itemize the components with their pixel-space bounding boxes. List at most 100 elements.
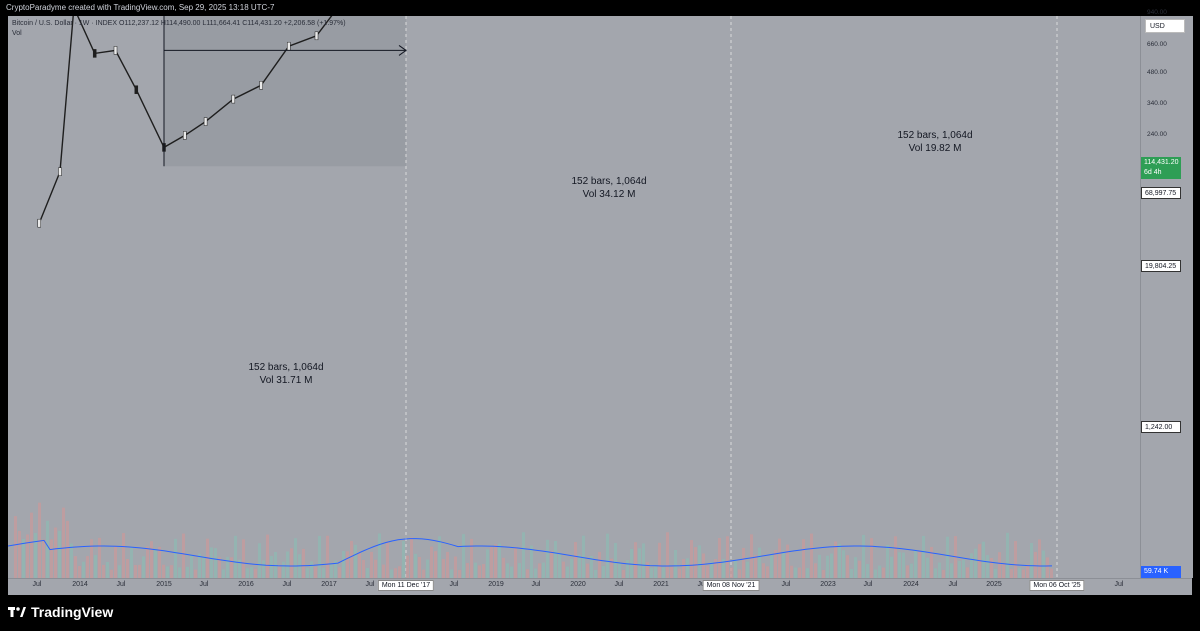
price-axis[interactable] bbox=[1140, 16, 1193, 578]
volume-bar bbox=[134, 564, 137, 578]
volume-bar bbox=[294, 538, 297, 578]
volume-bar bbox=[310, 561, 313, 578]
measure-annotation-1: 152 bars, 1,064d Vol 31.71 M bbox=[248, 361, 323, 387]
volume-bar bbox=[110, 569, 113, 578]
volume-bar bbox=[1018, 567, 1021, 578]
volume-bar bbox=[702, 553, 705, 578]
volume-bar bbox=[774, 549, 777, 578]
volume-bar bbox=[266, 534, 269, 578]
volume-bar bbox=[282, 561, 285, 578]
price-chart[interactable]: Bitcoin / U.S. Dollar · 1W · INDEX O112,… bbox=[8, 16, 1140, 578]
volume-bar bbox=[850, 568, 853, 578]
volume-bar bbox=[166, 566, 169, 578]
volume-bar bbox=[150, 541, 153, 578]
volume-bar bbox=[354, 544, 357, 578]
volume-bar bbox=[610, 558, 613, 578]
volume-bar bbox=[462, 534, 465, 578]
volume-bar bbox=[754, 554, 757, 578]
price-candle bbox=[314, 31, 319, 41]
volume-bar bbox=[1030, 542, 1033, 578]
volume-bar bbox=[778, 538, 781, 578]
time-axis[interactable]: Jul 2014 Jul 2015 Jul 2016 Jul 2017 Jul Jul 2019 Ju… bbox=[8, 578, 1192, 595]
volume-bar bbox=[562, 561, 565, 578]
currency-button[interactable]: USD bbox=[1145, 19, 1185, 33]
volume-bar bbox=[870, 538, 873, 578]
volume-bar bbox=[154, 549, 157, 578]
measure-vol-2: Vol 34.12 M bbox=[582, 189, 636, 200]
volume-bar bbox=[514, 547, 517, 578]
volume-bar bbox=[582, 535, 585, 578]
volume-bar bbox=[794, 567, 797, 578]
volume-bar bbox=[758, 547, 761, 578]
volume-bar bbox=[370, 551, 373, 578]
volume-bar bbox=[878, 565, 881, 578]
volume-bar bbox=[234, 535, 237, 578]
volume-bar bbox=[434, 551, 437, 578]
volume-bar bbox=[470, 538, 473, 578]
volume-bar bbox=[598, 551, 601, 578]
volume-bar bbox=[918, 551, 921, 578]
time-tick-label: 2015 bbox=[156, 581, 172, 588]
volume-bar bbox=[590, 555, 593, 578]
volume-bar bbox=[738, 569, 741, 578]
measure-bars-3: 152 bars, 1,064d bbox=[897, 130, 973, 141]
volume-bar bbox=[302, 548, 305, 578]
volume-bar bbox=[674, 549, 677, 578]
price-candle bbox=[92, 49, 97, 58]
volume-bar bbox=[746, 561, 749, 578]
time-tick-label: Jul bbox=[282, 581, 292, 588]
volume-bar bbox=[230, 557, 233, 578]
volume-bar bbox=[270, 555, 273, 578]
volume-bar bbox=[966, 567, 969, 578]
volume-bar bbox=[478, 565, 481, 578]
volume-bar bbox=[414, 553, 417, 578]
volume-bar bbox=[994, 568, 997, 578]
volume-bar bbox=[942, 569, 945, 578]
volume-bar bbox=[694, 547, 697, 578]
volume-bar bbox=[542, 562, 545, 578]
time-tick-label: 2020 bbox=[570, 581, 586, 588]
price-line bbox=[38, 16, 333, 224]
volume-bar bbox=[766, 566, 769, 578]
volume-bar bbox=[518, 563, 521, 578]
volume-bar bbox=[226, 556, 229, 578]
volume-bar bbox=[254, 568, 257, 578]
volume-bar bbox=[94, 555, 97, 578]
time-label-nov-2021: Mon 08 Nov '21 bbox=[702, 580, 760, 591]
level-label-68997: 68,997.75 bbox=[1141, 187, 1181, 199]
volume-bar bbox=[550, 551, 553, 578]
volume-bar bbox=[130, 547, 133, 578]
volume-bar bbox=[538, 563, 541, 578]
volume-bar bbox=[306, 567, 309, 578]
time-tick-label: 2014 bbox=[72, 581, 88, 588]
volume-bar bbox=[450, 569, 453, 578]
volume-bar bbox=[46, 520, 49, 578]
volume-bar bbox=[822, 569, 825, 578]
volume-bar bbox=[98, 537, 101, 578]
volume-bar bbox=[466, 563, 469, 578]
volume-bar bbox=[534, 568, 537, 578]
volume-bar bbox=[834, 541, 837, 578]
volume-bar bbox=[630, 548, 633, 578]
volume-bar bbox=[574, 542, 577, 578]
volume-bar bbox=[910, 563, 913, 578]
time-tick-label: 2019 bbox=[488, 581, 504, 588]
volume-bar bbox=[38, 502, 41, 578]
footer-brand-text: TradingView bbox=[31, 604, 114, 620]
price-candle bbox=[183, 131, 187, 140]
volume-bar bbox=[578, 554, 581, 578]
volume-bar bbox=[286, 551, 289, 578]
price-candle bbox=[231, 94, 236, 104]
volume-bar bbox=[338, 567, 341, 578]
time-tick-label: 2025 bbox=[986, 581, 1002, 588]
volume-bar bbox=[1014, 541, 1017, 578]
volume-bar bbox=[866, 564, 869, 578]
volume-bar bbox=[114, 546, 117, 578]
volume-bar bbox=[486, 549, 489, 578]
volume-bar bbox=[326, 535, 329, 578]
volume-bar bbox=[446, 551, 449, 578]
volume-bar bbox=[454, 556, 457, 578]
volume-bar bbox=[366, 567, 369, 578]
volume-bar bbox=[86, 556, 89, 578]
volume-bar bbox=[682, 559, 685, 578]
